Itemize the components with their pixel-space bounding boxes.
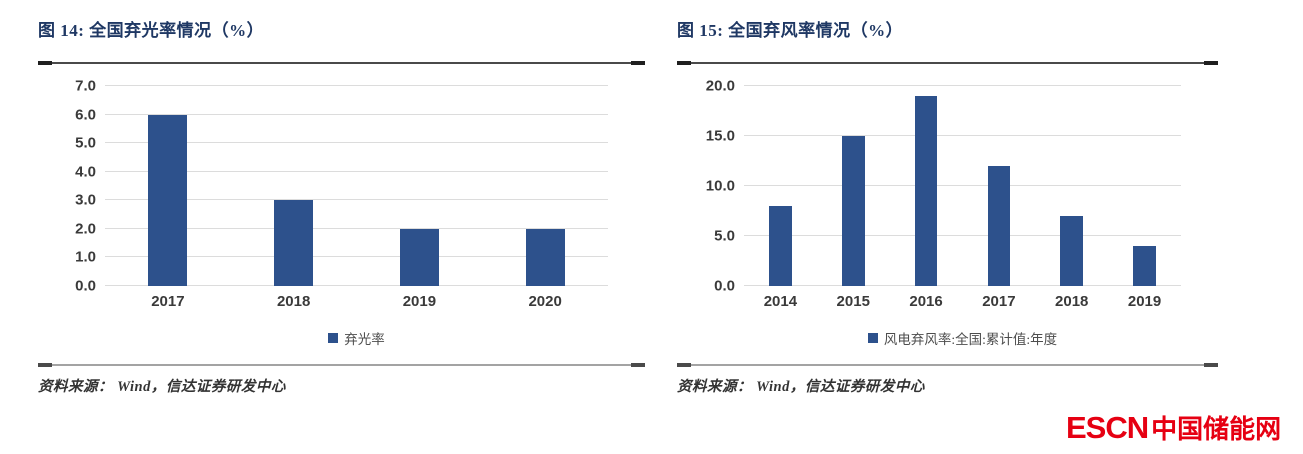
bottom-rule — [677, 363, 1218, 367]
bar-slot — [890, 86, 963, 286]
y-tick-label: 7.0 — [75, 77, 96, 95]
bar-2016 — [914, 96, 938, 286]
y-tick-label: 1.0 — [75, 248, 96, 266]
top-rule — [677, 61, 1218, 65]
bar-2017 — [148, 114, 188, 286]
bar-slot — [962, 86, 1035, 286]
gridline — [744, 185, 1181, 186]
legend-swatch — [867, 333, 878, 343]
bar-slot — [817, 86, 890, 286]
plot-area: 0.0 1.0 2.0 3.0 4.0 5.0 6.0 7.0 — [75, 79, 608, 294]
y-tick-label: 10.0 — [705, 177, 735, 195]
gridline — [105, 85, 608, 86]
gridline — [105, 170, 608, 172]
bar-chart-wind-curtailment: 0.0 5.0 10.0 15.0 20.0 2014 2015 2016 2017 2018 2… — [677, 79, 1218, 310]
x-tick-label: 2017 — [982, 293, 1016, 310]
logo-chinese-text: 中国储能网 — [1151, 414, 1282, 444]
x-axis-labels: 2017 2018 2019 2020 — [105, 293, 608, 310]
y-tick-label: 0.0 — [75, 277, 96, 295]
y-tick-label: 20.0 — [705, 77, 735, 95]
gridline — [105, 113, 608, 115]
x-tick-label: 2019 — [402, 293, 437, 310]
gridline — [105, 285, 608, 286]
bar-slot — [105, 86, 231, 286]
gridline — [744, 235, 1181, 236]
chart-legend: 风电弃风率:全国:累计值:年度 — [744, 328, 1181, 348]
chart-legend: 弃光率 — [105, 328, 608, 348]
x-tick-label: 2020 — [528, 293, 562, 310]
x-tick-label: 2018 — [276, 293, 311, 310]
y-tick-label: 6.0 — [75, 106, 96, 124]
bar-2018 — [1060, 216, 1083, 286]
x-tick-label: 2014 — [763, 293, 798, 310]
bars-layer — [744, 86, 1181, 286]
bar-chart-solar-curtailment: 0.0 1.0 2.0 3.0 4.0 5.0 6.0 7.0 2017 2018 2019 202… — [38, 79, 645, 310]
gridline — [744, 135, 1181, 136]
gridline — [744, 285, 1181, 286]
bar-2014 — [769, 206, 792, 286]
gridline — [105, 227, 608, 229]
bar-2015 — [841, 136, 865, 286]
y-tick-label: 0.0 — [714, 277, 735, 295]
y-tick-label: 5.0 — [75, 134, 96, 152]
bottom-rule — [38, 363, 645, 367]
top-rule — [38, 61, 645, 65]
x-tick-label: 2017 — [151, 293, 185, 310]
bar-slot — [1108, 86, 1181, 286]
figure-panel-15: 图 15: 全国弃风率情况（%） 0.0 5.0 10.0 15.0 20.0 2014… — [677, 18, 1218, 396]
y-tick-label: 15.0 — [705, 127, 735, 145]
x-tick-label: 2015 — [836, 293, 870, 310]
y-tick-label: 3.0 — [75, 191, 96, 209]
bar-2019 — [1133, 246, 1156, 286]
gridline — [105, 199, 608, 201]
gridline — [105, 256, 608, 258]
x-axis-labels: 2014 2015 2016 2017 2018 2019 — [744, 293, 1181, 310]
bar-slot — [1035, 86, 1108, 286]
legend-swatch — [328, 333, 339, 343]
gridline — [744, 85, 1181, 86]
gridline — [105, 142, 608, 144]
source-note: 资料来源： Wind，信达证券研发中心 — [38, 379, 286, 395]
legend-label: 弃光率 — [344, 332, 385, 347]
y-tick-label: 4.0 — [75, 163, 96, 181]
bar-2018 — [274, 200, 314, 286]
escn-logo: ESCN 中国储能网 — [1066, 410, 1281, 452]
x-tick-label: 2016 — [909, 293, 943, 310]
figure-title: 图 15: 全国弃风率情况（%） — [677, 21, 904, 40]
y-tick-label: 5.0 — [714, 227, 735, 245]
bars-layer — [105, 86, 608, 286]
x-tick-label: 2018 — [1055, 293, 1089, 310]
x-tick-label: 2019 — [1127, 293, 1162, 310]
y-tick-label: 2.0 — [75, 220, 96, 238]
legend-label: 风电弃风率:全国:累计值:年度 — [883, 332, 1058, 347]
source-note: 资料来源： Wind，信达证券研发中心 — [677, 379, 925, 395]
bar-slot — [482, 86, 608, 286]
figure-panel-14: 图 14: 全国弃光率情况（%） 0.0 1.0 2.0 3.0 4.0 5.0 6.0 7.… — [38, 18, 645, 396]
bar-slot — [231, 86, 357, 286]
bar-2020 — [525, 228, 565, 286]
bar-2019 — [399, 228, 439, 286]
logo-latin-text: ESCN — [1066, 410, 1149, 445]
bar-slot — [357, 86, 483, 286]
figure-title: 图 14: 全国弃光率情况（%） — [38, 21, 265, 40]
bar-slot — [744, 86, 817, 286]
plot-area: 0.0 5.0 10.0 15.0 20.0 — [706, 79, 1181, 294]
bar-2017 — [987, 166, 1011, 286]
